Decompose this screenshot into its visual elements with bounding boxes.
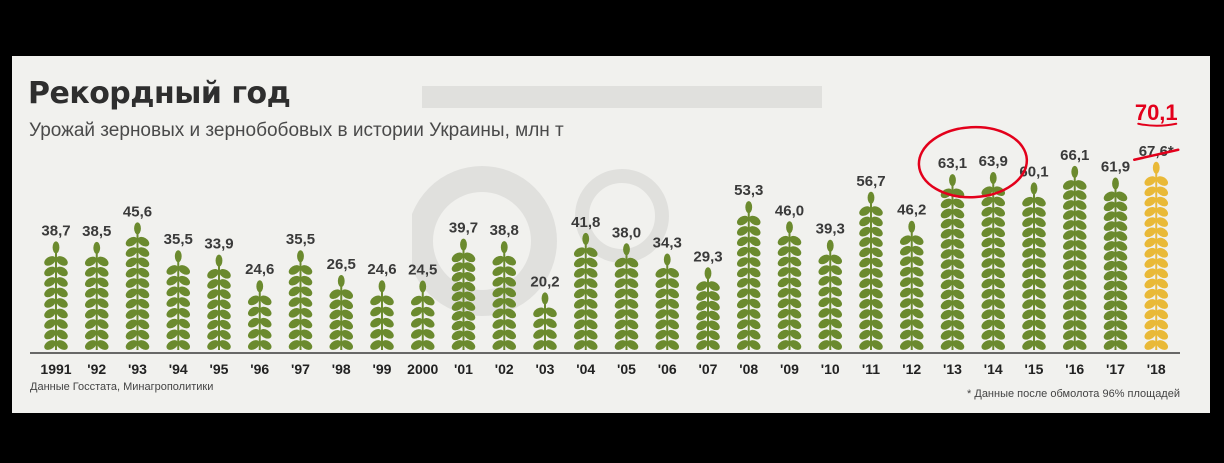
wheat-stalk-bar [1020,182,1048,352]
value-label: 46,0 [775,202,804,219]
x-tick-label: 2000 [407,361,438,377]
wheat-stalk-bar [449,238,478,352]
x-tick-label: '07 [699,361,718,377]
handwritten-annotation: 70,1 [917,100,1180,199]
value-label: 29,3 [693,248,722,265]
x-tick-label: '06 [658,361,677,377]
x-tick-label: 1991 [40,361,71,377]
value-label: 26,5 [327,256,356,273]
x-tick-label: '99 [373,361,392,377]
wheat-bar-chart: 1991 '92 '93 '94 '95 '96 '97 '98 '99 2000 '01 '02 '0… [30,100,1180,377]
tick-layer: 1991 '92 '93 '94 '95 '96 '97 '98 '99 2000 '01 '02 '0… [40,361,1165,377]
chart-subtitle: Урожай зерновых и зернобобовых в истории… [29,120,564,141]
underline-mark [1137,122,1178,127]
x-tick-label: '18 [1147,361,1166,377]
value-label: 39,7 [449,220,478,237]
wheat-stalk-bar [775,221,804,352]
value-label: 35,5 [164,231,193,248]
wheat-stalk-bar [938,174,967,352]
x-tick-label: '94 [169,361,188,377]
value-label: 38,5 [82,223,111,240]
x-tick-label: '01 [454,361,473,377]
value-label: 24,6 [367,261,396,278]
wheat-stalk-bar [979,171,1007,352]
x-tick-label: '04 [576,361,595,377]
wheat-stalk-bar [1061,165,1089,352]
wheat-stalk-bar [816,239,844,352]
footnote: * Данные после обмолота 96% площадей [967,388,1180,400]
x-tick-label: '08 [739,361,758,377]
value-label: 61,9 [1101,158,1130,175]
value-label: 41,8 [571,214,600,231]
wheat-stalk-bar [83,241,111,352]
value-label: 33,9 [204,236,233,253]
wheat-stalk-bar [246,280,274,352]
x-tick-label: '92 [87,361,106,377]
stalks-layer [42,161,1170,352]
x-tick-label: '10 [821,361,840,377]
wheat-stalk-bar [327,274,355,352]
wheat-stalk-bar [123,222,152,352]
wheat-stalk-bar [409,280,437,352]
value-label: 38,8 [490,222,519,239]
x-tick-label: '97 [291,361,310,377]
wheat-stalk-bar [368,280,396,352]
x-tick-label: '15 [1025,361,1044,377]
value-label: 53,3 [734,182,763,199]
wheat-stalk-bar [490,241,518,352]
x-tick-label: '14 [984,361,1003,377]
value-label: 24,5 [408,262,437,279]
x-tick-label: '02 [495,361,514,377]
value-label: 66,1 [1060,147,1089,164]
value-label: 63,1 [938,155,967,172]
wheat-stalk-bar [205,254,233,352]
value-label: 34,3 [653,235,682,252]
x-tick-label: '96 [250,361,269,377]
x-tick-label: '13 [943,361,962,377]
chart-panel: Рекордный год Урожай зерновых и зернобоб… [12,56,1210,413]
wheat-stalk-bar [735,201,763,352]
value-label: 45,6 [123,203,152,220]
value-label: 63,9 [979,153,1008,170]
value-label: 24,6 [245,261,274,278]
x-tick-label: '16 [1065,361,1084,377]
x-tick-label: '11 [862,361,880,377]
x-tick-label: '03 [536,361,555,377]
wheat-stalk-bar [286,250,315,352]
x-tick-label: '95 [210,361,229,377]
value-label: 20,2 [530,273,559,290]
handwritten-value: 70,1 [1135,100,1178,125]
x-tick-label: '05 [617,361,636,377]
value-label: 38,7 [41,222,70,239]
value-label-layer: 38,7 38,5 45,6 35,5 33,9 24,6 35,5 26,5 24,6 24,5… [41,143,1174,291]
wheat-stalk-bar [531,292,559,352]
value-label: 35,5 [286,231,315,248]
source-note: Данные Госстата, Минагрополитики [30,381,214,393]
x-tick-label: '98 [332,361,351,377]
x-tick-label: '12 [902,361,921,377]
wheat-stalk-bar [42,241,70,352]
value-label: 38,0 [612,224,641,241]
wheat-stalk-bar [612,243,641,352]
wheat-stalk-bar [1142,161,1170,352]
wheat-stalk-bar [1101,177,1130,352]
wheat-stalk-bar [898,220,926,352]
wheat-stalk-bar [653,253,681,352]
value-label: 56,7 [856,173,885,190]
circled-years-marker [917,125,1029,199]
strike-through-mark [1133,148,1180,162]
x-tick-label: '09 [780,361,799,377]
wheat-stalk-bar [572,232,600,352]
wheat-stalk-bar [857,191,885,352]
value-label: 39,3 [816,221,845,238]
wheat-stalk-bar [694,267,722,352]
x-tick-label: '93 [128,361,147,377]
x-tick-label: '17 [1106,361,1125,377]
value-label: 46,2 [897,202,926,219]
chart-title: Рекордный год [28,76,291,111]
wheat-stalk-bar [164,250,192,352]
